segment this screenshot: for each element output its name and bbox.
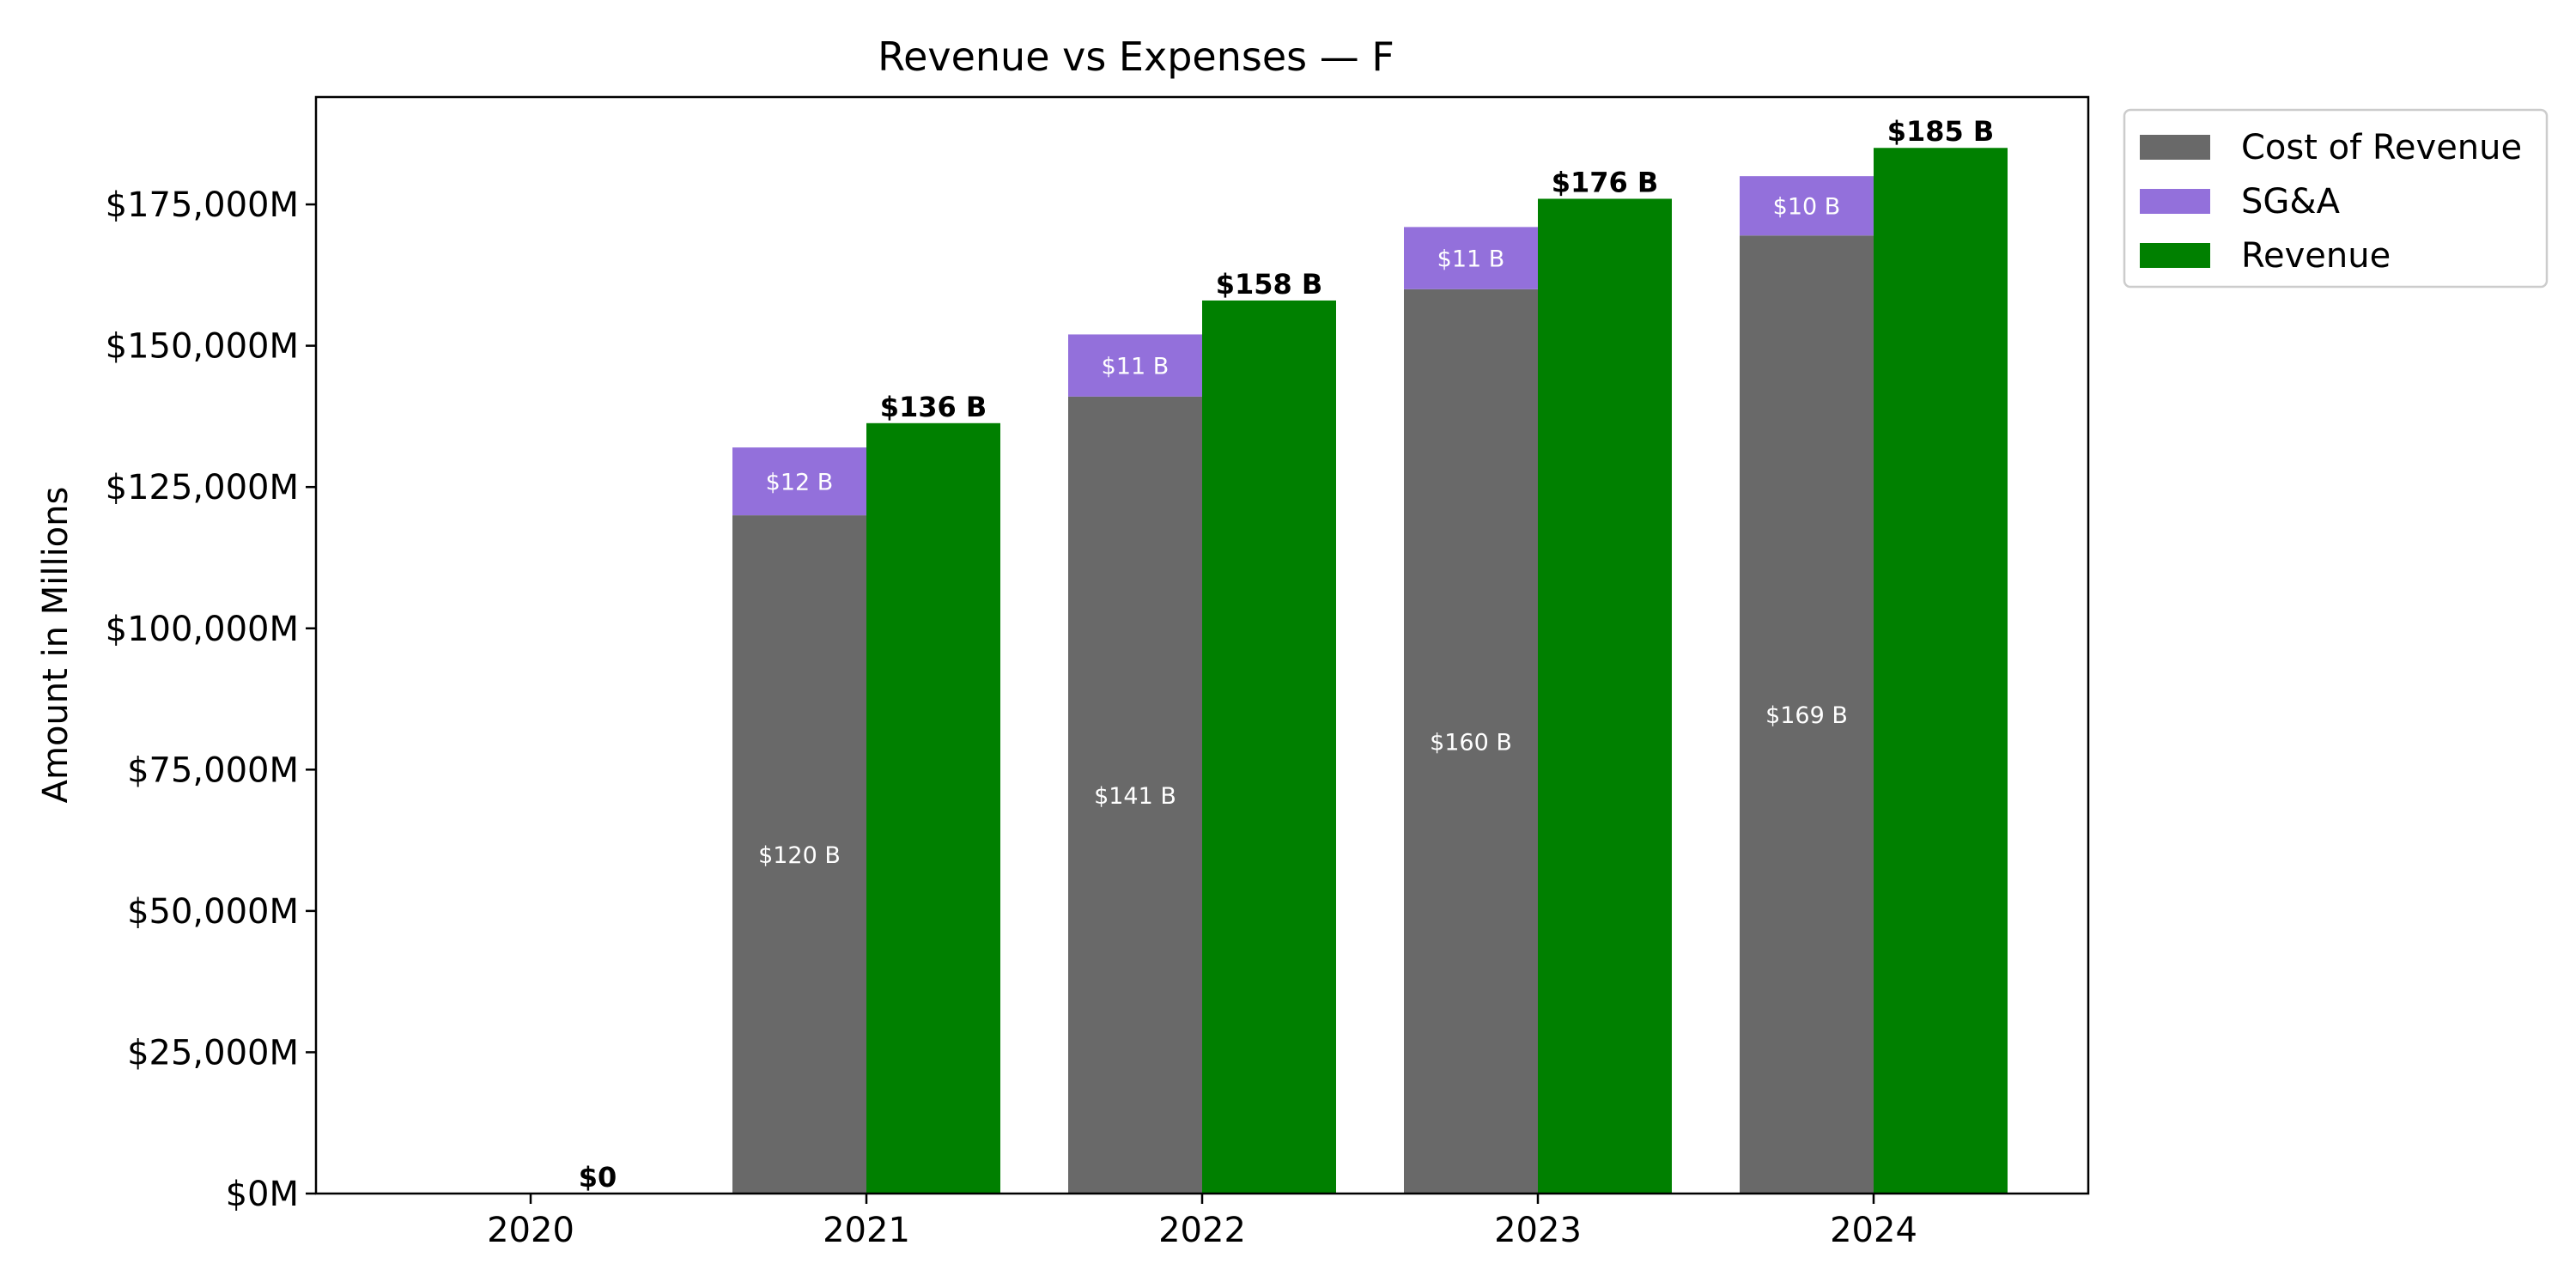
- legend: Cost of Revenue SG&A Revenue: [2123, 108, 2549, 289]
- bar-label-revenue-total: $158 B: [1216, 268, 1323, 301]
- bar-revenue: [1874, 148, 2008, 1194]
- bar-sga: [1404, 227, 1538, 289]
- bars-group: [732, 148, 2008, 1194]
- x-tick-label: 2022: [1158, 1211, 1246, 1250]
- legend-label: Revenue: [2241, 236, 2391, 276]
- bar-revenue: [1202, 300, 1336, 1194]
- bar-sga: [732, 447, 866, 516]
- bar-cost-of-revenue: [1404, 289, 1538, 1194]
- chart-title: Revenue vs Expenses — F: [878, 33, 1394, 80]
- y-tick-label: $150,000M: [106, 327, 299, 367]
- bar-label-revenue-total: $136 B: [880, 391, 987, 423]
- legend-swatch: [2140, 243, 2210, 268]
- bar-label-cost-of-revenue: $141 B: [1094, 783, 1176, 810]
- bar-sga: [1740, 176, 1874, 236]
- x-axis: 2020 2021 2022 2023 2024: [487, 1194, 1917, 1250]
- legend-box: [2123, 108, 2549, 289]
- bar-cost-of-revenue: [1740, 235, 1874, 1194]
- x-tick-label: 2023: [1494, 1211, 1582, 1250]
- bar-revenue: [866, 422, 1000, 1194]
- bar-label-revenue-total: $176 B: [1552, 166, 1659, 198]
- y-axis-title: Amount in Millions: [36, 487, 76, 804]
- bar-label-sga: $11 B: [1437, 246, 1505, 273]
- bar-label-sga: $10 B: [1773, 194, 1841, 221]
- bar-label-cost-of-revenue: $120 B: [758, 842, 841, 869]
- bar-label-revenue-total: $185 B: [1887, 115, 1995, 148]
- y-tick-label: $125,000M: [106, 468, 299, 507]
- bar-cost-of-revenue: [732, 515, 866, 1194]
- x-tick-label: 2021: [823, 1211, 910, 1250]
- y-tick-label: $0M: [226, 1175, 299, 1214]
- bar-label-revenue-total: $0: [579, 1161, 617, 1194]
- y-tick-label: $100,000M: [106, 610, 299, 649]
- bar-label-sga: $11 B: [1102, 354, 1170, 380]
- y-tick-label: $50,000M: [127, 892, 299, 932]
- x-tick-label: 2024: [1830, 1211, 1917, 1250]
- bar-label-cost-of-revenue: $160 B: [1430, 729, 1512, 756]
- x-tick-label: 2020: [487, 1211, 574, 1250]
- y-tick-label: $175,000M: [106, 185, 299, 225]
- bar-revenue: [1538, 198, 1672, 1194]
- bar-label-cost-of-revenue: $169 B: [1765, 702, 1848, 729]
- bar-cost-of-revenue: [1068, 396, 1202, 1194]
- y-tick-label: $25,000M: [127, 1033, 299, 1072]
- legend-label: SG&A: [2241, 182, 2341, 222]
- legend-label: Cost of Revenue: [2241, 128, 2522, 167]
- y-axis: $0M $25,000M $50,000M $75,000M $100,000M $125…: [106, 185, 316, 1214]
- bar-sga: [1068, 334, 1202, 397]
- bar-label-sga: $12 B: [766, 470, 834, 496]
- y-tick-label: $75,000M: [127, 750, 299, 790]
- legend-swatch: [2140, 189, 2210, 214]
- legend-swatch: [2140, 135, 2210, 160]
- bar-labels-group: $0 $120 B $12 B $136 B $141 B $11 B $158 B $160…: [579, 115, 1995, 1194]
